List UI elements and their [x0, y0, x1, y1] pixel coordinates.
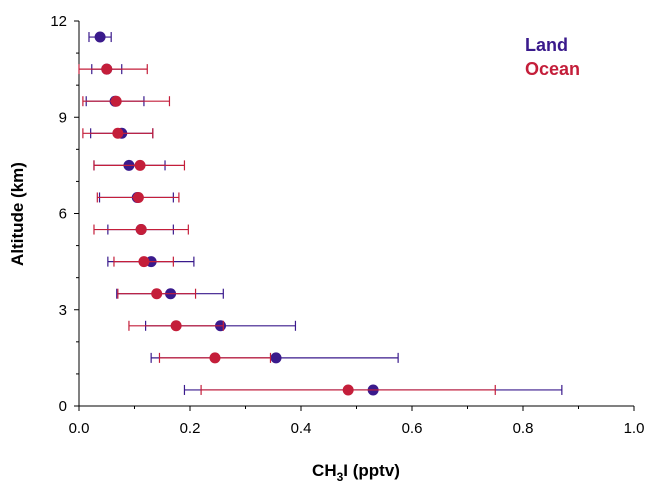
data-point — [134, 159, 146, 171]
y-tick-label: 3 — [59, 302, 67, 319]
data-point — [342, 384, 354, 396]
data-point — [270, 352, 282, 364]
plot-area — [78, 31, 563, 396]
x-tick-label: 0.0 — [69, 420, 90, 437]
y-tick-label: 0 — [59, 398, 67, 415]
data-point — [135, 224, 147, 236]
data-point — [132, 191, 144, 203]
data-point — [151, 288, 163, 300]
data-point — [138, 256, 150, 268]
series-ocean — [78, 63, 496, 396]
y-tick-label: 9 — [59, 109, 67, 126]
y-axis-ticks: 0 3 6 9 12 — [50, 13, 79, 415]
legend-entry-land: Land — [525, 35, 568, 55]
x-tick-label: 0.8 — [513, 420, 534, 437]
x-tick-label: 0.4 — [291, 420, 312, 437]
x-tick-label: 0.2 — [180, 420, 201, 437]
data-point — [94, 31, 106, 43]
data-point — [101, 63, 113, 75]
y-tick-label: 6 — [59, 206, 67, 223]
y-tick-label: 12 — [50, 13, 67, 30]
data-point — [170, 320, 182, 332]
series-land — [85, 31, 563, 396]
x-axis-title-rest: I (pptv) — [343, 461, 400, 480]
x-axis-title-main: CH — [312, 461, 337, 480]
data-point — [209, 352, 221, 364]
x-axis-ticks: 0.0 0.2 0.4 0.6 0.8 1.0 — [69, 406, 645, 437]
x-tick-label: 0.6 — [402, 420, 423, 437]
x-axis-title-subscript: 3 — [337, 470, 344, 481]
data-point — [112, 127, 124, 139]
y-axis-title: Altitude (km) — [8, 162, 27, 266]
data-point — [110, 95, 122, 107]
x-axis-title: CH3I (pptv) — [312, 461, 400, 481]
legend-entry-ocean: Ocean — [525, 59, 580, 79]
x-tick-label: 1.0 — [624, 420, 645, 437]
legend: Land Ocean — [525, 35, 580, 79]
